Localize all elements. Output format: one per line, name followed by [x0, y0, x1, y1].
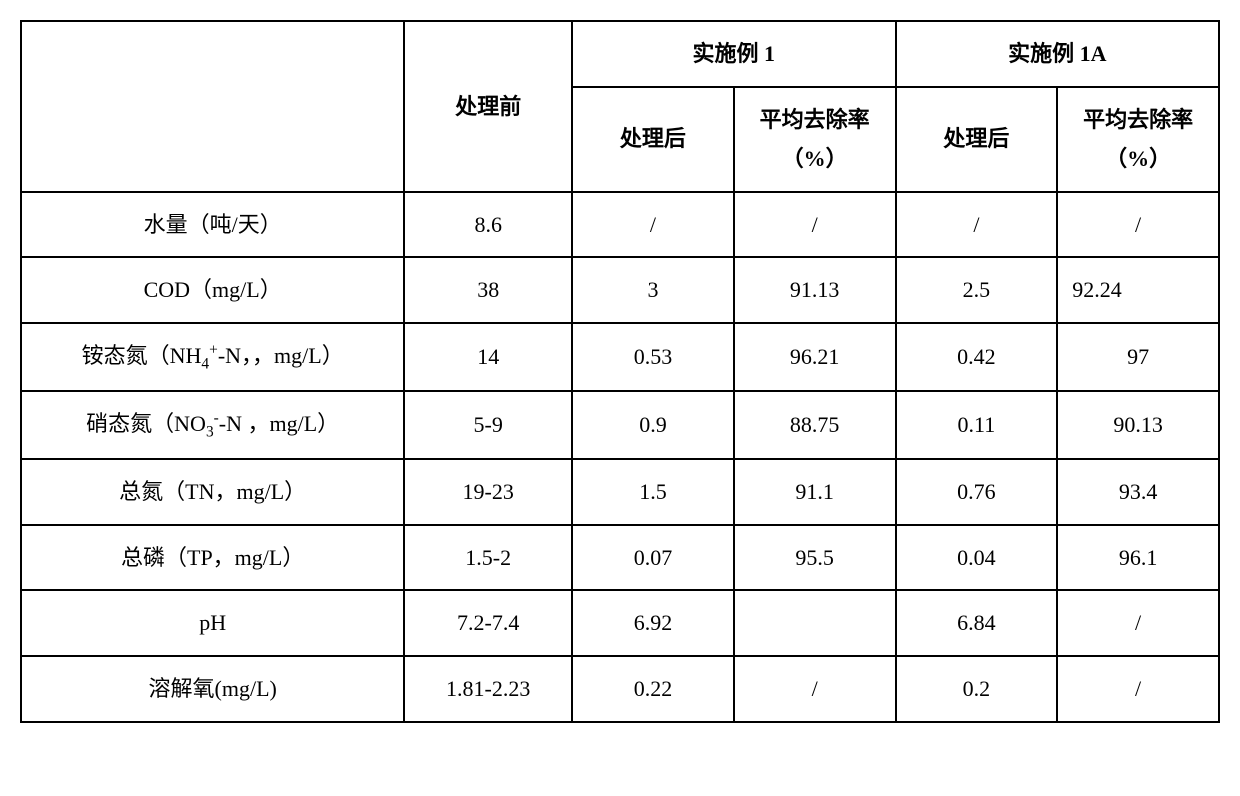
cell-before: 5-9 — [404, 391, 572, 459]
header-g1-after: 处理后 — [572, 87, 734, 192]
header-group-1: 实施例 1 — [572, 21, 895, 87]
table-row: 硝态氮（NO3--N ，mg/L）5-90.988.750.1190.13 — [21, 391, 1219, 459]
table-row: 溶解氧(mg/L)1.81-2.230.22/0.2/ — [21, 656, 1219, 722]
row-label: 总氮（TN，mg/L） — [21, 459, 404, 525]
cell-g1a-rate: 90.13 — [1057, 391, 1219, 459]
cell-g1a-after: 0.42 — [896, 323, 1058, 391]
cell-g1a-rate: 93.4 — [1057, 459, 1219, 525]
cell-g1-after: 0.07 — [572, 525, 734, 591]
cell-g1-after: / — [572, 192, 734, 258]
cell-before: 38 — [404, 257, 572, 323]
cell-g1a-after: 6.84 — [896, 590, 1058, 656]
cell-g1a-rate: / — [1057, 656, 1219, 722]
cell-g1-rate: / — [734, 656, 896, 722]
cell-g1a-after: 0.76 — [896, 459, 1058, 525]
row-label: 溶解氧(mg/L) — [21, 656, 404, 722]
data-table: 处理前 实施例 1 实施例 1A 处理后 平均去除率（%） 处理后 平均去除率（… — [20, 20, 1220, 723]
row-label: pH — [21, 590, 404, 656]
cell-g1-rate: 91.1 — [734, 459, 896, 525]
cell-g1-rate — [734, 590, 896, 656]
row-label: COD（mg/L） — [21, 257, 404, 323]
table-row: 铵态氮（NH4+-N，，mg/L）140.5396.210.4297 — [21, 323, 1219, 391]
cell-g1-rate: / — [734, 192, 896, 258]
cell-before: 8.6 — [404, 192, 572, 258]
cell-g1a-after: 0.11 — [896, 391, 1058, 459]
cell-g1-rate: 96.21 — [734, 323, 896, 391]
cell-before: 7.2-7.4 — [404, 590, 572, 656]
cell-g1a-after: 2.5 — [896, 257, 1058, 323]
table-header: 处理前 实施例 1 实施例 1A 处理后 平均去除率（%） 处理后 平均去除率（… — [21, 21, 1219, 192]
table-row: 总氮（TN，mg/L）19-231.591.10.7693.4 — [21, 459, 1219, 525]
cell-g1a-rate: / — [1057, 590, 1219, 656]
cell-g1a-rate: 92.24 — [1057, 257, 1219, 323]
cell-g1a-rate: / — [1057, 192, 1219, 258]
cell-g1-rate: 88.75 — [734, 391, 896, 459]
header-g1-rate: 平均去除率（%） — [734, 87, 896, 192]
table-body: 水量（吨/天）8.6////COD（mg/L）38391.132.592.24铵… — [21, 192, 1219, 722]
cell-before: 19-23 — [404, 459, 572, 525]
header-g1a-rate: 平均去除率（%） — [1057, 87, 1219, 192]
cell-g1-after: 3 — [572, 257, 734, 323]
cell-g1-after: 6.92 — [572, 590, 734, 656]
cell-g1a-after: 0.2 — [896, 656, 1058, 722]
table-row: pH7.2-7.46.92 6.84/ — [21, 590, 1219, 656]
cell-before: 14 — [404, 323, 572, 391]
cell-g1-rate: 95.5 — [734, 525, 896, 591]
row-label: 铵态氮（NH4+-N，，mg/L） — [21, 323, 404, 391]
cell-before: 1.81-2.23 — [404, 656, 572, 722]
table-row: 水量（吨/天）8.6//// — [21, 192, 1219, 258]
cell-g1-rate: 91.13 — [734, 257, 896, 323]
table-row: 总磷（TP，mg/L）1.5-20.0795.50.0496.1 — [21, 525, 1219, 591]
cell-g1-after: 0.9 — [572, 391, 734, 459]
cell-g1a-after: 0.04 — [896, 525, 1058, 591]
cell-g1-after: 0.22 — [572, 656, 734, 722]
row-label: 硝态氮（NO3--N ，mg/L） — [21, 391, 404, 459]
header-before: 处理前 — [404, 21, 572, 192]
cell-g1a-rate: 97 — [1057, 323, 1219, 391]
table-row: COD（mg/L）38391.132.592.24 — [21, 257, 1219, 323]
cell-g1a-after: / — [896, 192, 1058, 258]
row-label: 总磷（TP，mg/L） — [21, 525, 404, 591]
header-blank — [21, 21, 404, 192]
table-header-row-1: 处理前 实施例 1 实施例 1A — [21, 21, 1219, 87]
row-label: 水量（吨/天） — [21, 192, 404, 258]
cell-g1-after: 0.53 — [572, 323, 734, 391]
cell-before: 1.5-2 — [404, 525, 572, 591]
header-g1a-after: 处理后 — [896, 87, 1058, 192]
cell-g1a-rate: 96.1 — [1057, 525, 1219, 591]
cell-g1-after: 1.5 — [572, 459, 734, 525]
header-group-1a: 实施例 1A — [896, 21, 1219, 87]
